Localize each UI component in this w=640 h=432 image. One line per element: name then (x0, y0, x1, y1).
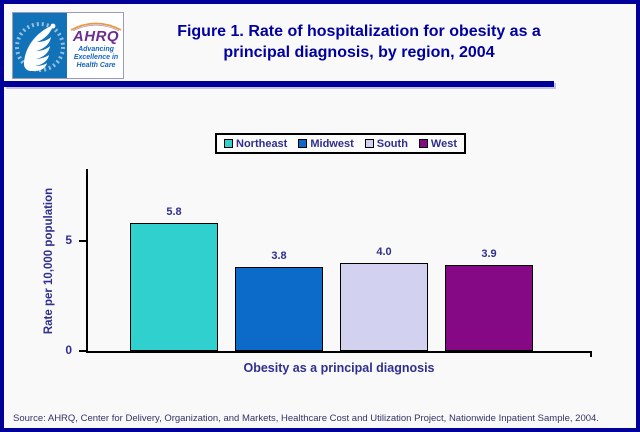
legend-swatch-icon (224, 139, 233, 148)
bar-west (445, 265, 533, 351)
legend-swatch-icon (298, 139, 308, 148)
y-axis-title: Rate per 10,000 population (43, 187, 55, 335)
ahrq-logo: AHRQ Advancing Excellence in Health Care (12, 12, 124, 79)
legend-label: Northeast (236, 137, 288, 150)
header-divider (4, 81, 554, 87)
legend-swatch-icon (418, 139, 428, 148)
x-axis-category-label: Obesity as a principal diagnosis (243, 361, 435, 375)
y-axis-tick-label: 5 (65, 233, 72, 247)
ahrq-abbrev: AHRQ (72, 27, 120, 45)
hhs-seal (13, 13, 67, 78)
ahrq-tagline-line: Excellence in (73, 53, 119, 61)
legend-label: Midwest (310, 137, 354, 150)
ahrq-tagline-line: Health Care (76, 61, 116, 69)
ahrq-wordmark: AHRQ Advancing Excellence in Health Care (67, 13, 125, 78)
legend-label: South (376, 137, 408, 150)
legend-swatch-icon (364, 139, 374, 148)
bar-midwest (235, 267, 323, 351)
bar-south (340, 263, 428, 351)
legend-item-midwest: Midwest (298, 137, 354, 150)
legend-label: West (430, 137, 458, 150)
x-axis-end-tick (590, 351, 592, 357)
legend-item-northeast: Northeast (224, 138, 287, 150)
bar-value-label: 5.8 (166, 206, 182, 218)
y-axis-line (86, 169, 88, 353)
source-note: Source: AHRQ, Center for Delivery, Organ… (13, 413, 599, 424)
bar-value-label: 3.8 (271, 250, 287, 262)
y-axis-tick (79, 240, 86, 242)
bar-value-label: 4.0 (376, 246, 392, 258)
page-title: Figure 1. Rate of hospitalization for ob… (144, 21, 574, 63)
bar-chart: Rate per 10,000 population Obesity as a … (4, 164, 636, 394)
y-axis-tick-label: 0 (65, 343, 72, 357)
bar-value-label: 3.9 (481, 248, 497, 260)
hhs-eagle-icon (15, 22, 65, 72)
ahrq-tagline-line: Advancing (78, 45, 114, 53)
chart-legend: Northeast Midwest South West (215, 133, 467, 154)
legend-item-south: South (364, 137, 408, 150)
page-title-line2: principal diagnosis, by region, 2004 (223, 44, 495, 61)
ahrq-tagline: Advancing Excellence in Health Care (74, 46, 118, 70)
legend-item-west: West (418, 137, 458, 150)
y-axis-tick (79, 350, 86, 352)
page-title-line1: Figure 1. Rate of hospitalization for ob… (177, 23, 541, 40)
ahrq-arc-icon (70, 22, 122, 31)
x-axis-line (86, 351, 592, 353)
bar-northeast (130, 223, 218, 351)
